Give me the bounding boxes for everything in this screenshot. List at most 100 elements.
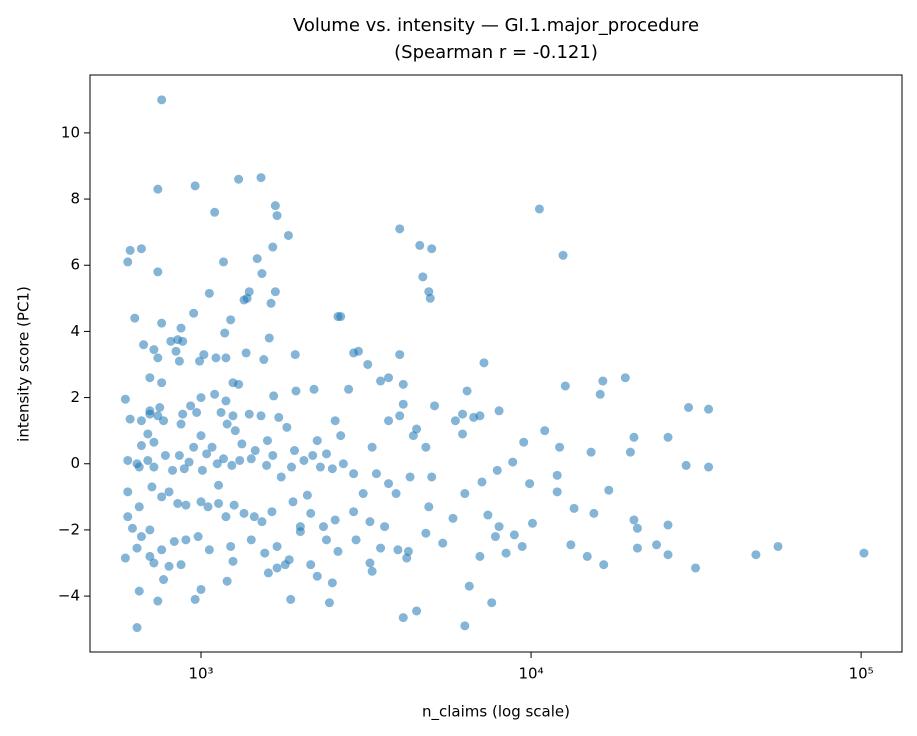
point — [212, 459, 222, 469]
point — [260, 548, 270, 558]
point — [475, 551, 485, 561]
point — [519, 437, 529, 447]
x-tick-label: 10³ — [188, 665, 213, 683]
point — [262, 460, 272, 470]
point — [160, 450, 170, 460]
point — [136, 441, 146, 451]
point — [153, 596, 163, 606]
point — [272, 563, 282, 573]
point — [306, 508, 316, 518]
point — [204, 545, 214, 555]
point — [663, 550, 673, 560]
point — [280, 560, 290, 570]
point — [164, 487, 174, 497]
point — [353, 346, 363, 356]
point — [367, 566, 377, 576]
point — [269, 391, 279, 401]
point — [421, 442, 431, 452]
point — [462, 386, 472, 396]
point — [540, 426, 550, 436]
point — [403, 546, 413, 556]
point — [257, 517, 267, 527]
axes-frame — [89, 74, 903, 653]
point — [184, 457, 194, 467]
point — [268, 450, 278, 460]
point — [272, 541, 282, 551]
point — [222, 419, 232, 429]
point — [234, 174, 244, 184]
point — [136, 244, 146, 254]
point — [599, 560, 609, 570]
point — [166, 336, 176, 346]
point — [274, 412, 284, 422]
point — [751, 550, 761, 560]
point — [155, 403, 165, 413]
point — [560, 381, 570, 391]
point — [569, 503, 579, 513]
point — [226, 541, 236, 551]
point — [458, 429, 468, 439]
point — [181, 535, 191, 545]
point — [153, 267, 163, 277]
point — [288, 497, 298, 507]
point — [283, 230, 293, 240]
point — [246, 535, 256, 545]
point — [130, 313, 140, 323]
point — [365, 558, 375, 568]
point — [176, 560, 186, 570]
point — [196, 584, 206, 594]
point — [120, 394, 130, 404]
point — [395, 411, 405, 421]
point — [134, 586, 144, 596]
point — [196, 393, 206, 403]
point — [220, 328, 230, 338]
point — [282, 422, 292, 432]
point — [384, 479, 394, 489]
point — [371, 469, 381, 479]
point — [214, 498, 224, 508]
point — [773, 541, 783, 551]
point — [330, 515, 340, 525]
point — [415, 240, 425, 250]
point — [336, 431, 346, 441]
point — [222, 576, 232, 586]
point — [272, 211, 282, 221]
point — [221, 512, 231, 522]
point — [157, 95, 167, 105]
point — [199, 350, 209, 360]
point — [663, 432, 673, 442]
point — [558, 250, 568, 260]
point — [123, 455, 133, 465]
point — [270, 201, 280, 211]
point — [186, 401, 196, 411]
point — [174, 450, 184, 460]
point — [211, 353, 221, 363]
point — [460, 489, 470, 499]
point — [290, 350, 300, 360]
point — [173, 498, 183, 508]
point — [509, 530, 519, 540]
point — [235, 455, 245, 465]
point — [595, 389, 605, 399]
point — [412, 606, 422, 616]
point — [136, 532, 146, 542]
point — [228, 556, 238, 566]
point — [438, 538, 448, 548]
point — [430, 401, 440, 411]
point — [299, 455, 309, 465]
point — [286, 462, 296, 472]
point — [321, 535, 331, 545]
point — [145, 551, 155, 561]
point — [259, 355, 269, 365]
point — [363, 359, 373, 369]
point — [321, 449, 331, 459]
point — [221, 353, 231, 363]
point — [458, 409, 468, 419]
point — [207, 442, 217, 452]
point — [704, 404, 714, 414]
point — [143, 455, 153, 465]
point — [164, 561, 174, 571]
point — [330, 416, 340, 426]
chart-subtitle: (Spearman r = -0.121) — [394, 42, 598, 63]
